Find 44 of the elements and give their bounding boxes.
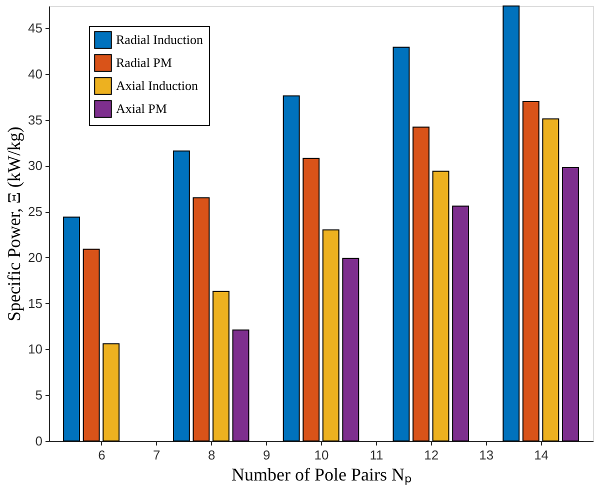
bar <box>542 118 560 442</box>
bar <box>102 343 120 442</box>
legend-label: Axial PM <box>116 101 168 116</box>
bar <box>212 290 230 442</box>
bar <box>172 150 190 442</box>
bar <box>502 6 520 442</box>
legend-label: Radial Induction <box>116 32 204 47</box>
bar <box>452 206 470 442</box>
bar <box>192 197 210 442</box>
y-tick-label: 25 <box>28 204 42 220</box>
y-tick-label: 40 <box>28 66 42 82</box>
y-tick-label: 15 <box>28 296 42 311</box>
bar <box>432 170 450 442</box>
bar <box>342 258 360 442</box>
x-tick-label: 6 <box>98 448 106 462</box>
x-tick-label: 14 <box>534 448 549 462</box>
legend-label: Radial PM <box>116 55 172 70</box>
x-axis-title: Number of Pole Pairs Nₚ <box>232 464 412 486</box>
y-tick-label: 5 <box>35 388 42 403</box>
bar <box>82 248 100 442</box>
x-tick-label: 12 <box>424 448 439 462</box>
bar <box>522 100 540 442</box>
x-tick-label: 7 <box>153 448 160 462</box>
bar <box>63 216 80 442</box>
y-tick-label: 0 <box>35 434 42 448</box>
bar <box>562 167 579 442</box>
bar <box>322 229 340 442</box>
y-tick-label: 35 <box>28 112 42 128</box>
x-tick-label: 13 <box>479 448 494 462</box>
y-tick-label: 10 <box>28 342 42 357</box>
bar <box>302 158 320 442</box>
x-tick-label: 10 <box>314 448 329 462</box>
bar <box>232 329 250 442</box>
y-tick-label: 45 <box>28 20 42 36</box>
y-axis-title: Specific Power, Ξ (kW/kg) <box>4 126 24 322</box>
bar <box>282 95 300 442</box>
legend-label: Axial Induction <box>116 78 198 93</box>
bar <box>412 126 430 442</box>
x-tick-label: 8 <box>208 448 216 462</box>
y-tick-label: 20 <box>28 250 42 265</box>
x-tick-label: 11 <box>370 448 384 462</box>
y-tick-label: 30 <box>28 158 42 174</box>
bar <box>392 46 410 442</box>
x-tick-label: 9 <box>262 448 270 462</box>
